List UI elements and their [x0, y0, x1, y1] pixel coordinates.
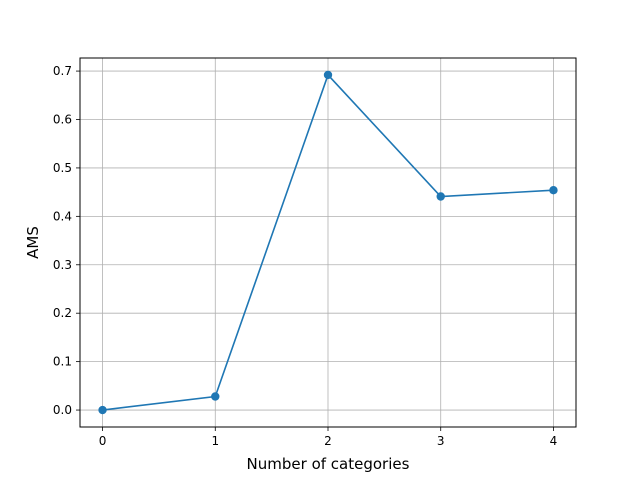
y-tick-label: 0.6 — [53, 113, 72, 127]
x-axis-label: Number of categories — [247, 455, 410, 473]
x-tick-label: 4 — [550, 434, 558, 448]
y-tick-label: 0.0 — [53, 403, 72, 417]
data-point — [323, 70, 333, 80]
x-tick-label: 2 — [324, 434, 332, 448]
y-tick-label: 0.1 — [53, 355, 72, 369]
x-tick-label: 0 — [99, 434, 107, 448]
y-tick-label: 0.4 — [53, 209, 72, 223]
data-point — [549, 186, 558, 195]
y-tick-label: 0.2 — [53, 306, 72, 320]
data-point — [98, 405, 107, 415]
data-point — [436, 192, 445, 201]
x-tick-label: 3 — [437, 434, 445, 448]
data-point — [211, 392, 220, 401]
series-layer — [98, 70, 558, 415]
y-tick-label: 0.7 — [53, 64, 72, 78]
y-tick-label: 0.5 — [53, 161, 72, 175]
y-tick-label: 0.3 — [53, 258, 72, 272]
ticks: 0 1 2 3 4 0.0 0.1 0.2 0.3 0.4 0.5 0.6 0.7 — [53, 64, 557, 448]
x-tick-label: 1 — [211, 434, 219, 448]
y-axis-label: AMS — [24, 226, 42, 259]
